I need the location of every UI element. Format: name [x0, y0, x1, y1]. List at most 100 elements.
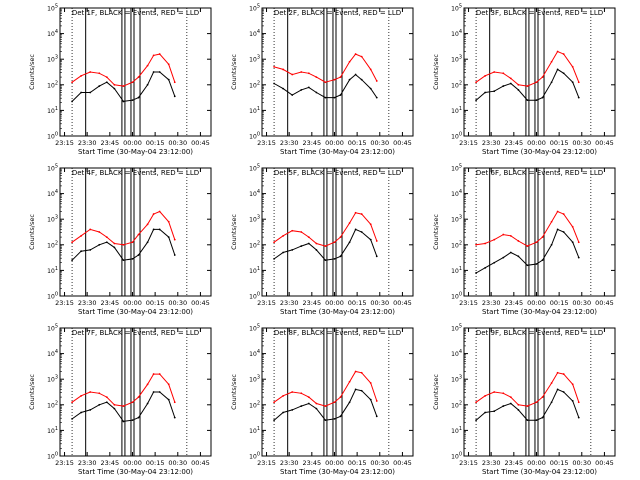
y-tick-label: 101 — [249, 266, 260, 275]
series-point-lld — [360, 371, 363, 374]
series-point-lld — [517, 403, 520, 406]
series-point-lld — [300, 231, 303, 233]
x-axis-label: Start Time (30-May-04 23:12:00) — [280, 468, 395, 476]
x-tick-label: 00:45 — [595, 139, 614, 147]
plot-frame — [463, 327, 616, 457]
series-point-events — [152, 228, 155, 231]
y-tick-label: 101 — [47, 266, 58, 275]
series-point-lld — [105, 76, 108, 79]
x-tick-label: 23:45 — [504, 139, 523, 147]
panel-title: Det 2F, BLACK = Events, RED = LLD — [274, 9, 401, 17]
series-point-lld — [307, 72, 310, 75]
x-axis-label: Start Time (30-May-04 23:12:00) — [78, 148, 193, 156]
series-point-events — [556, 228, 559, 231]
series-point-events — [577, 96, 580, 99]
series-point-lld — [152, 373, 155, 375]
series-point-events — [282, 87, 285, 90]
x-tick-label: 23:45 — [302, 459, 321, 467]
series-point-lld — [105, 396, 108, 399]
y-axis-label: Counts/sec — [230, 214, 238, 250]
y-tick-label: 103 — [451, 375, 462, 384]
x-tick-label: 23:15 — [459, 459, 478, 467]
series-line-lld — [71, 210, 176, 246]
y-tick-label: 104 — [451, 349, 462, 358]
x-tick-label: 23:15 — [257, 139, 276, 147]
y-axis-label: Counts/sec — [28, 374, 36, 410]
x-tick-label: 23:15 — [55, 459, 74, 467]
plot-frame — [59, 327, 212, 457]
series-point-events — [577, 256, 580, 259]
x-tick-label: 00:00 — [527, 299, 546, 307]
series-point-events — [158, 228, 161, 231]
series-line-lld — [475, 372, 580, 407]
plot-frame — [59, 167, 212, 297]
series-point-lld — [167, 383, 170, 386]
series-point-events — [158, 71, 161, 73]
series-point-lld — [137, 396, 140, 399]
series-point-lld — [354, 211, 357, 214]
series-point-lld — [550, 382, 553, 384]
series-point-events — [137, 96, 140, 99]
series-point-lld — [113, 83, 116, 86]
series-point-lld — [369, 382, 372, 384]
x-tick-label: 00:00 — [123, 299, 142, 307]
series-point-lld — [493, 71, 496, 73]
series-point-lld — [131, 81, 134, 84]
x-axis-label: Start Time (30-May-04 23:12:00) — [280, 148, 395, 156]
series-point-events — [173, 416, 176, 419]
series-point-lld — [131, 401, 134, 404]
y-tick-label: 101 — [249, 106, 260, 115]
series-point-events — [571, 81, 574, 84]
x-tick-label: 00:00 — [325, 139, 344, 147]
series-point-events — [71, 259, 73, 262]
series-point-events — [339, 415, 342, 418]
panel-det-8: Det 8F, BLACK = Events, RED = LLD 100 101 1… — [230, 324, 414, 476]
series-point-events — [517, 409, 520, 411]
panel-title: Det 1F, BLACK = Events, RED = LLD — [72, 9, 199, 17]
x-tick-label: 00:15 — [146, 299, 165, 307]
x-tick-label: 00:30 — [370, 459, 389, 467]
x-tick-label: 23:30 — [482, 299, 501, 307]
series-point-events — [273, 82, 275, 85]
series-point-lld — [315, 402, 318, 405]
x-tick-label: 00:15 — [550, 459, 569, 467]
x-tick-label: 23:30 — [78, 459, 97, 467]
series-point-events — [146, 83, 149, 86]
series-point-lld — [354, 370, 357, 373]
series-point-events — [562, 391, 565, 393]
x-tick-label: 00:45 — [393, 459, 412, 467]
series-point-events — [535, 263, 538, 265]
series-point-events — [360, 231, 363, 233]
x-tick-label: 23:30 — [482, 139, 501, 147]
series-point-events — [131, 419, 134, 422]
y-tick-label: 100 — [249, 452, 260, 461]
y-tick-label: 104 — [47, 189, 58, 198]
y-tick-label: 100 — [451, 292, 462, 301]
y-tick-label: 100 — [451, 452, 462, 461]
series-point-events — [98, 243, 101, 246]
series-point-events — [158, 391, 161, 393]
series-point-lld — [307, 396, 310, 399]
series-point-events — [89, 91, 92, 94]
y-axis-label: Counts/sec — [28, 54, 36, 90]
y-tick-label: 103 — [249, 375, 260, 384]
series-point-lld — [556, 371, 559, 374]
series-point-lld — [375, 400, 378, 402]
series-point-lld — [333, 241, 336, 244]
series-point-lld — [541, 236, 544, 239]
series-point-lld — [89, 391, 92, 393]
x-tick-label: 00:45 — [393, 139, 412, 147]
x-tick-label: 23:30 — [78, 299, 97, 307]
y-tick-label: 105 — [249, 4, 260, 13]
x-tick-label: 23:30 — [78, 139, 97, 147]
x-axis-label: Start Time (30-May-04 23:12:00) — [280, 308, 395, 316]
series-point-lld — [571, 65, 574, 68]
series-point-lld — [273, 241, 275, 244]
series-line-lld — [476, 210, 580, 247]
series-point-lld — [577, 81, 580, 84]
series-point-events — [562, 231, 565, 233]
x-tick-label: 00:00 — [123, 139, 142, 147]
series-point-events — [315, 407, 318, 410]
series-point-lld — [360, 213, 363, 215]
series-point-events — [122, 420, 125, 423]
